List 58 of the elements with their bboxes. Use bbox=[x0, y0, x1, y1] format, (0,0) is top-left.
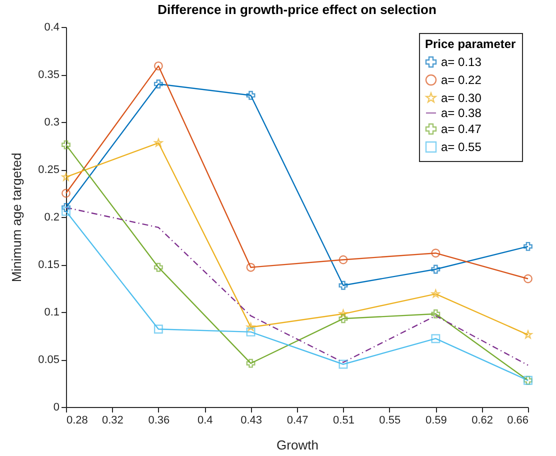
x-tick-label: 0.36 bbox=[148, 414, 170, 426]
point bbox=[431, 264, 440, 274]
legend-label: a= 0.22 bbox=[441, 73, 482, 87]
x-tick-label: 0.59 bbox=[425, 414, 447, 426]
point bbox=[246, 90, 256, 100]
point bbox=[154, 324, 163, 334]
legend-label: a= 0.38 bbox=[441, 106, 482, 120]
point bbox=[246, 262, 256, 272]
point bbox=[431, 248, 440, 258]
point bbox=[338, 255, 348, 264]
y-tick-label: 0.15 bbox=[38, 259, 60, 271]
point bbox=[338, 314, 348, 324]
point bbox=[154, 138, 163, 147]
point bbox=[431, 334, 440, 344]
point bbox=[62, 140, 70, 150]
legend-label: a= 0.13 bbox=[441, 55, 482, 69]
legend-label: a= 0.47 bbox=[441, 122, 482, 136]
y-tick-label: 0.3 bbox=[44, 116, 60, 128]
y-tick-label: 0.05 bbox=[38, 354, 60, 366]
point bbox=[62, 172, 70, 181]
x-tick-label: 0.32 bbox=[102, 414, 124, 426]
point bbox=[431, 309, 440, 318]
point bbox=[338, 280, 348, 290]
x-tick-label: 0.4 bbox=[197, 414, 213, 426]
x-tick-label: 0.47 bbox=[286, 414, 308, 426]
y-tick-label: 0.4 bbox=[44, 22, 60, 34]
chart-title: Difference in growth-price effect on selection bbox=[158, 2, 436, 17]
y-axis-title: Minimum age targeted bbox=[9, 152, 24, 282]
point bbox=[62, 203, 70, 212]
point bbox=[524, 330, 532, 339]
point bbox=[62, 206, 70, 216]
y-tick-label: 0 bbox=[53, 402, 60, 414]
point bbox=[338, 309, 348, 318]
x-axis-title: Growth bbox=[276, 438, 318, 452]
point bbox=[246, 322, 256, 331]
point bbox=[524, 242, 532, 251]
legend-label: a= 0.55 bbox=[441, 140, 482, 154]
y-tick-label: 0.2 bbox=[44, 212, 60, 224]
y-tick-label: 0.25 bbox=[38, 164, 60, 176]
x-tick-label: 0.51 bbox=[333, 414, 354, 426]
point bbox=[154, 61, 163, 70]
point bbox=[338, 360, 348, 369]
point bbox=[246, 327, 256, 336]
y-tick-label: 0.1 bbox=[44, 306, 60, 318]
legend-label: a= 0.30 bbox=[441, 91, 482, 105]
x-tick-label: 0.66 bbox=[507, 414, 528, 426]
legend-title: Price parameter bbox=[425, 37, 516, 51]
point bbox=[154, 80, 163, 88]
y-tick-label: 0.35 bbox=[38, 69, 60, 81]
point bbox=[62, 188, 70, 198]
x-tick-label: 0.62 bbox=[472, 414, 494, 426]
x-tick-label: 0.43 bbox=[240, 414, 262, 426]
point bbox=[154, 262, 163, 272]
point bbox=[524, 274, 532, 284]
point bbox=[431, 289, 440, 298]
point bbox=[246, 358, 256, 368]
x-tick-label: 0.28 bbox=[66, 414, 88, 426]
x-tick-label: 0.55 bbox=[379, 414, 401, 426]
